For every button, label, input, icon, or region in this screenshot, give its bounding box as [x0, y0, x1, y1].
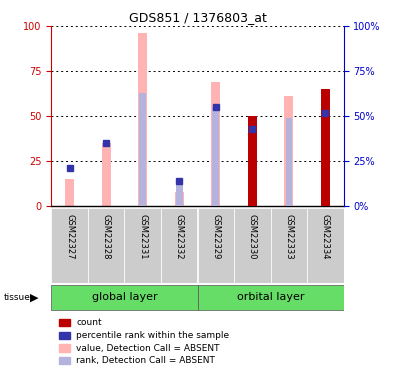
Bar — [234, 208, 271, 283]
Bar — [51, 208, 88, 283]
Bar — [176, 181, 182, 206]
Text: GSM22334: GSM22334 — [321, 214, 330, 260]
Bar — [65, 179, 74, 206]
Text: GSM22330: GSM22330 — [248, 214, 257, 260]
Text: rank, Detection Call = ABSENT: rank, Detection Call = ABSENT — [76, 356, 215, 365]
Title: GDS851 / 1376803_at: GDS851 / 1376803_at — [128, 11, 267, 24]
Text: percentile rank within the sample: percentile rank within the sample — [76, 331, 229, 340]
Text: global layer: global layer — [92, 292, 157, 302]
Bar — [211, 82, 220, 206]
Bar — [198, 208, 234, 283]
Text: count: count — [76, 318, 102, 327]
Bar — [321, 89, 330, 206]
Text: GSM22327: GSM22327 — [65, 214, 74, 260]
Text: GSM22329: GSM22329 — [211, 214, 220, 260]
Bar — [198, 285, 344, 310]
Bar — [286, 118, 292, 206]
Bar — [307, 208, 344, 283]
Text: GSM22332: GSM22332 — [175, 214, 184, 260]
Bar — [102, 143, 111, 206]
Bar — [124, 208, 161, 283]
Bar — [88, 208, 124, 283]
Text: GSM22333: GSM22333 — [284, 214, 293, 260]
Bar — [271, 208, 307, 283]
Text: GSM22331: GSM22331 — [138, 214, 147, 260]
Bar — [213, 107, 219, 206]
Bar — [175, 192, 184, 206]
Text: tissue: tissue — [4, 292, 31, 302]
Text: orbital layer: orbital layer — [237, 292, 304, 302]
Bar — [139, 93, 146, 206]
Text: value, Detection Call = ABSENT: value, Detection Call = ABSENT — [76, 344, 220, 352]
Bar — [284, 96, 293, 206]
Bar — [161, 208, 198, 283]
Text: GSM22328: GSM22328 — [102, 214, 111, 260]
Bar — [248, 116, 257, 206]
Bar — [138, 33, 147, 206]
Text: ▶: ▶ — [30, 292, 38, 302]
Bar — [51, 285, 198, 310]
